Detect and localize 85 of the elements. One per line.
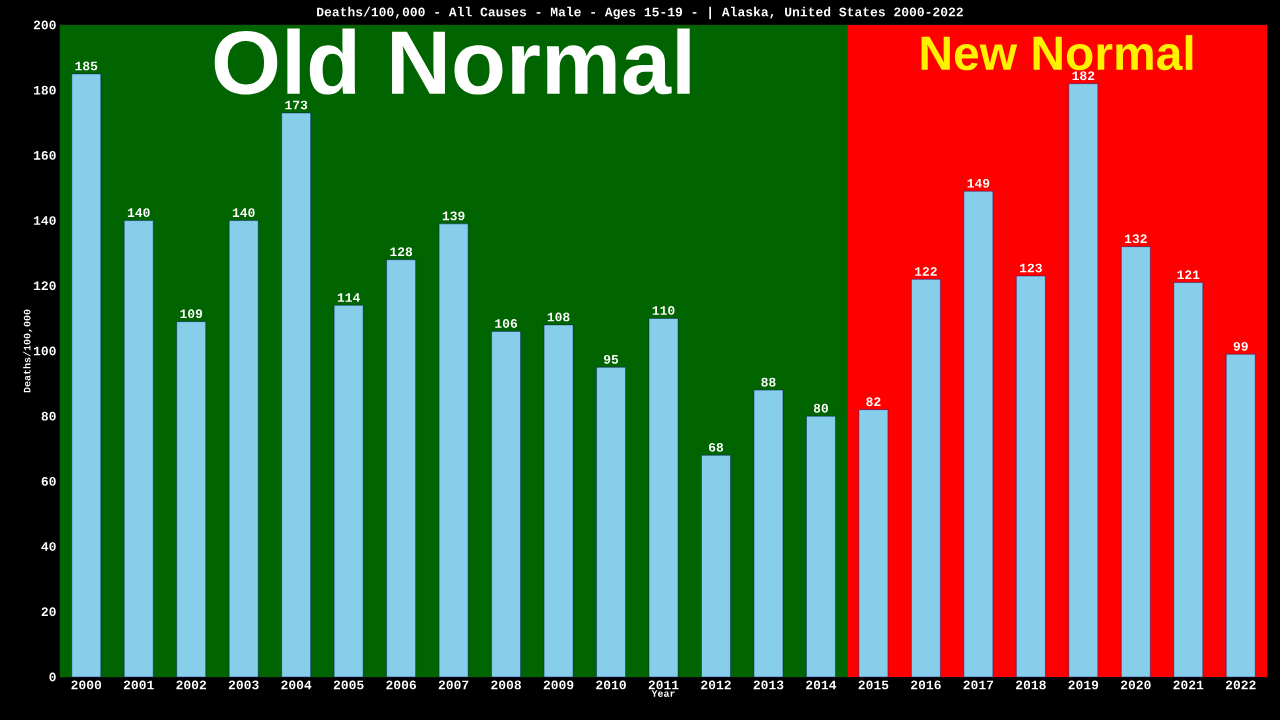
bar bbox=[1173, 282, 1203, 678]
y-tick-label: 120 bbox=[33, 281, 56, 291]
bar bbox=[648, 318, 679, 678]
data-label: 95 bbox=[603, 354, 619, 364]
x-tick-label: 2005 bbox=[333, 680, 364, 690]
x-tick-label: 2014 bbox=[806, 680, 837, 690]
bar bbox=[124, 220, 154, 678]
bar bbox=[386, 259, 416, 678]
data-label: 88 bbox=[761, 377, 776, 387]
data-label: 123 bbox=[1020, 263, 1042, 273]
x-tick-label: 2013 bbox=[753, 680, 784, 690]
x-tick-label: 2017 bbox=[963, 680, 994, 690]
y-tick-label: 200 bbox=[33, 20, 56, 30]
data-label: 128 bbox=[390, 247, 413, 257]
x-tick-label: 2010 bbox=[596, 680, 626, 690]
x-tick-label: 2011 bbox=[648, 680, 679, 690]
x-tick-label: 2009 bbox=[543, 680, 574, 690]
bar bbox=[596, 367, 626, 678]
bar bbox=[701, 455, 731, 678]
bar bbox=[911, 279, 941, 678]
bar bbox=[1068, 83, 1099, 678]
data-label: 80 bbox=[813, 403, 828, 413]
bar bbox=[1016, 275, 1046, 678]
bar bbox=[753, 389, 784, 678]
x-tick-label: 2021 bbox=[1173, 680, 1204, 690]
data-label: 110 bbox=[652, 306, 675, 315]
x-tick-label: 2006 bbox=[386, 680, 416, 690]
bar bbox=[333, 305, 364, 678]
bar bbox=[806, 415, 836, 678]
y-tick-label: 20 bbox=[41, 607, 56, 617]
bar bbox=[491, 331, 521, 678]
x-axis-title: Year bbox=[651, 690, 675, 697]
x-tick-label: 2016 bbox=[911, 680, 941, 690]
data-label: 108 bbox=[547, 312, 570, 322]
data-label: 114 bbox=[337, 293, 360, 302]
x-tick-label: 2020 bbox=[1120, 680, 1151, 690]
bar bbox=[543, 324, 574, 678]
x-tick-label: 2000 bbox=[71, 680, 102, 690]
y-tick-label: 0 bbox=[49, 672, 56, 682]
x-tick-label: 2004 bbox=[281, 680, 312, 690]
y-tick-label: 40 bbox=[41, 542, 56, 551]
data-label: 106 bbox=[495, 319, 518, 328]
data-label: 140 bbox=[127, 208, 150, 218]
data-label: 99 bbox=[1233, 341, 1248, 351]
data-label: 139 bbox=[442, 211, 465, 221]
x-tick-label: 2015 bbox=[858, 680, 889, 690]
y-tick-label: 60 bbox=[41, 476, 56, 486]
bar bbox=[228, 220, 259, 678]
bar bbox=[176, 321, 206, 678]
data-label: 122 bbox=[915, 267, 937, 276]
chart-title: Deaths/100,000 - All Causes - Male - Ages 15-19 - | Alaska, United States 2000-2022 bbox=[317, 6, 963, 20]
bar bbox=[281, 112, 311, 678]
y-tick-label: 100 bbox=[33, 346, 56, 356]
bar bbox=[438, 223, 469, 678]
y-tick-label: 160 bbox=[33, 150, 56, 160]
data-label: 185 bbox=[75, 61, 98, 71]
x-tick-label: 2002 bbox=[176, 680, 207, 690]
bar bbox=[71, 73, 101, 678]
band-label: Old Normal bbox=[214, 28, 690, 95]
data-label: 109 bbox=[180, 309, 203, 319]
y-axis-title: Deaths/100,000 bbox=[23, 309, 33, 393]
data-label: 121 bbox=[1177, 270, 1200, 279]
bar bbox=[1121, 246, 1151, 678]
data-label: 82 bbox=[866, 397, 881, 407]
x-tick-label: 2012 bbox=[701, 680, 731, 690]
data-label: 140 bbox=[232, 208, 255, 218]
band-label: New Normal bbox=[921, 35, 1193, 71]
x-tick-label: 2007 bbox=[438, 680, 469, 690]
y-tick-label: 80 bbox=[41, 411, 56, 421]
x-tick-label: 2008 bbox=[491, 680, 521, 690]
x-tick-label: 2001 bbox=[123, 680, 154, 690]
y-tick-label: 140 bbox=[33, 216, 56, 225]
bar bbox=[858, 409, 889, 678]
data-label: 132 bbox=[1124, 234, 1147, 244]
x-tick-label: 2019 bbox=[1068, 680, 1099, 690]
x-tick-label: 2022 bbox=[1225, 680, 1256, 690]
data-label: 173 bbox=[285, 100, 308, 110]
bar bbox=[1226, 354, 1256, 678]
data-label: 149 bbox=[967, 178, 990, 188]
bar bbox=[963, 191, 994, 678]
x-tick-label: 2003 bbox=[228, 680, 259, 690]
data-label: 68 bbox=[708, 442, 724, 452]
y-tick-label: 180 bbox=[33, 85, 56, 95]
data-label: 182 bbox=[1072, 71, 1095, 81]
x-tick-label: 2018 bbox=[1016, 680, 1046, 690]
